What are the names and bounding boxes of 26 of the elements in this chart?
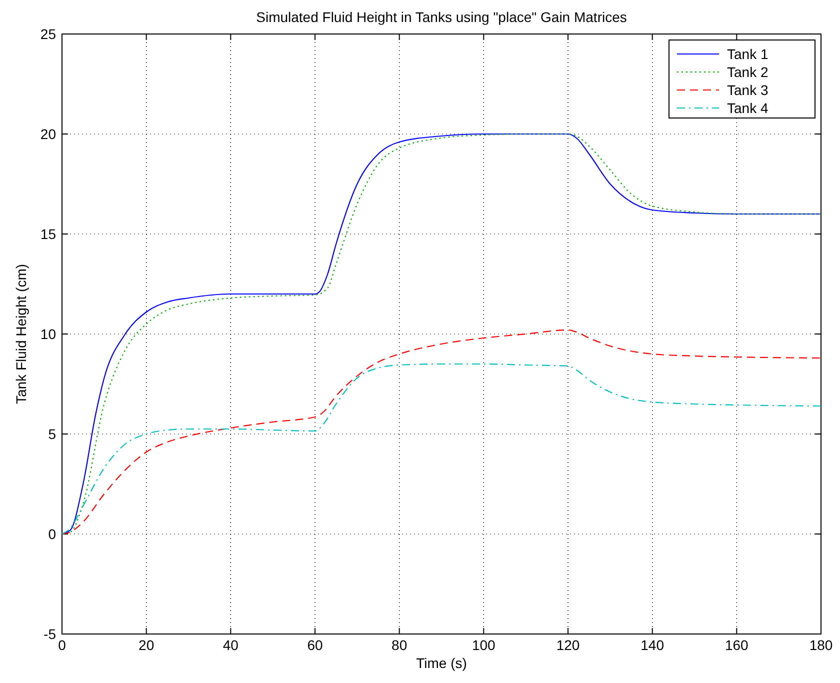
y-tick-label: 15 [40,226,56,242]
y-tick-label: 10 [40,326,56,342]
y-axis-title: Tank Fluid Height (cm) [13,264,29,404]
x-tick-label: 140 [640,637,664,653]
y-tick-label: 25 [40,26,56,42]
x-tick-label: 20 [138,637,154,653]
legend-label: Tank 1 [727,46,768,62]
y-tick-label: 0 [48,526,56,542]
x-tick-label: 40 [222,637,239,653]
y-tick-label: 20 [40,126,56,142]
y-tick-label: -5 [44,626,56,642]
line-series [61,329,822,535]
x-tick-label: 80 [392,637,408,653]
x-tick-label: 180 [809,637,833,653]
x-tick-label: 160 [724,637,749,653]
legend-label: Tank 2 [727,64,768,80]
x-axis-title: Time (s) [416,655,467,671]
x-tick-label: 60 [307,637,323,653]
x-tick-label: 0 [58,637,66,653]
y-tick-label: 5 [48,426,56,442]
line-series [61,363,822,535]
x-tick-label: 100 [472,637,496,653]
legend-label: Tank 3 [727,82,768,98]
chart-title: Simulated Fluid Height in Tanks using "place" Gain Matrices [256,9,627,25]
legend-label: Tank 4 [727,100,768,116]
x-tick-label: 120 [556,637,580,653]
